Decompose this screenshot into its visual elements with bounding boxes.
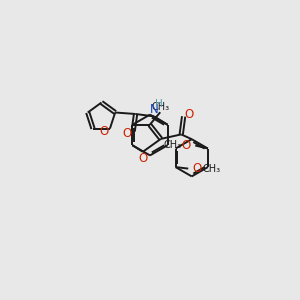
Text: CH₃: CH₃ bbox=[202, 164, 221, 174]
Text: CH₃: CH₃ bbox=[163, 140, 181, 150]
Text: O: O bbox=[193, 162, 202, 175]
Text: O: O bbox=[99, 125, 109, 138]
Text: N: N bbox=[150, 103, 158, 116]
Text: O: O bbox=[184, 107, 194, 121]
Text: O: O bbox=[122, 127, 132, 140]
Text: CH₃: CH₃ bbox=[151, 102, 169, 112]
Text: O: O bbox=[138, 152, 148, 165]
Text: H: H bbox=[155, 99, 163, 109]
Text: O: O bbox=[182, 139, 191, 152]
